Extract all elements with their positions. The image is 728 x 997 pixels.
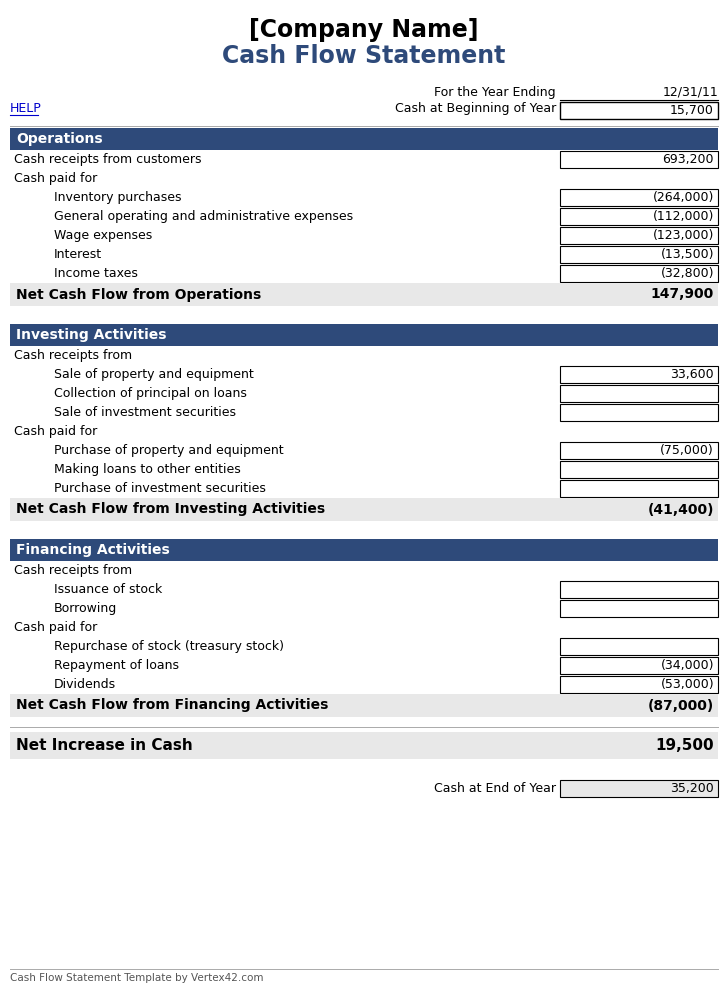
Text: 693,200: 693,200 bbox=[662, 153, 714, 166]
Text: 15,700: 15,700 bbox=[670, 105, 714, 118]
Bar bbox=[560, 461, 718, 478]
Text: Financing Activities: Financing Activities bbox=[16, 543, 170, 557]
Bar bbox=[10, 498, 718, 521]
Bar bbox=[10, 732, 718, 759]
Text: (34,000): (34,000) bbox=[660, 659, 714, 672]
Text: Cash paid for: Cash paid for bbox=[14, 172, 98, 185]
Text: [Company Name]: [Company Name] bbox=[249, 18, 479, 42]
Bar bbox=[10, 128, 718, 150]
Text: (112,000): (112,000) bbox=[652, 210, 714, 223]
Text: (32,800): (32,800) bbox=[660, 267, 714, 280]
Text: HELP: HELP bbox=[10, 102, 41, 115]
Bar bbox=[560, 366, 718, 383]
Text: Repurchase of stock (treasury stock): Repurchase of stock (treasury stock) bbox=[54, 640, 284, 653]
Bar bbox=[560, 657, 718, 674]
Text: Purchase of property and equipment: Purchase of property and equipment bbox=[54, 444, 284, 457]
Bar bbox=[560, 189, 718, 206]
Bar bbox=[560, 151, 718, 168]
Bar bbox=[10, 539, 718, 561]
Bar bbox=[560, 442, 718, 459]
Text: Inventory purchases: Inventory purchases bbox=[54, 191, 181, 204]
Text: (75,000): (75,000) bbox=[660, 444, 714, 457]
Text: 35,200: 35,200 bbox=[670, 782, 714, 795]
Bar bbox=[560, 780, 718, 797]
Text: Wage expenses: Wage expenses bbox=[54, 229, 152, 242]
Text: Net Increase in Cash: Net Increase in Cash bbox=[16, 738, 193, 753]
Bar bbox=[10, 694, 718, 717]
Bar bbox=[560, 638, 718, 655]
Text: Net Cash Flow from Investing Activities: Net Cash Flow from Investing Activities bbox=[16, 502, 325, 516]
Text: Cash Flow Statement: Cash Flow Statement bbox=[222, 44, 506, 68]
Text: Income taxes: Income taxes bbox=[54, 267, 138, 280]
Text: General operating and administrative expenses: General operating and administrative exp… bbox=[54, 210, 353, 223]
Text: Net Cash Flow from Financing Activities: Net Cash Flow from Financing Activities bbox=[16, 699, 328, 713]
Text: Net Cash Flow from Operations: Net Cash Flow from Operations bbox=[16, 287, 261, 301]
Text: Dividends: Dividends bbox=[54, 678, 116, 691]
Bar bbox=[560, 227, 718, 244]
Text: Sale of investment securities: Sale of investment securities bbox=[54, 406, 236, 419]
Text: 19,500: 19,500 bbox=[655, 738, 714, 753]
Bar bbox=[560, 404, 718, 421]
Text: Cash receipts from customers: Cash receipts from customers bbox=[14, 153, 202, 166]
Bar bbox=[560, 385, 718, 402]
Text: Collection of principal on loans: Collection of principal on loans bbox=[54, 387, 247, 400]
Text: Making loans to other entities: Making loans to other entities bbox=[54, 463, 241, 476]
Text: Investing Activities: Investing Activities bbox=[16, 328, 167, 342]
Text: For the Year Ending: For the Year Ending bbox=[435, 86, 556, 99]
Text: Sale of property and equipment: Sale of property and equipment bbox=[54, 368, 254, 381]
Text: Cash at End of Year: Cash at End of Year bbox=[434, 782, 556, 795]
Text: (123,000): (123,000) bbox=[652, 229, 714, 242]
Text: 12/31/11: 12/31/11 bbox=[662, 86, 718, 99]
Bar bbox=[560, 581, 718, 598]
Text: Cash paid for: Cash paid for bbox=[14, 621, 98, 634]
Text: Purchase of investment securities: Purchase of investment securities bbox=[54, 482, 266, 495]
Bar bbox=[10, 324, 718, 346]
Text: Operations: Operations bbox=[16, 132, 103, 146]
Text: 147,900: 147,900 bbox=[651, 287, 714, 301]
Text: Interest: Interest bbox=[54, 248, 102, 261]
Text: Borrowing: Borrowing bbox=[54, 602, 117, 615]
Text: Issuance of stock: Issuance of stock bbox=[54, 583, 162, 596]
Text: Cash receipts from: Cash receipts from bbox=[14, 564, 132, 577]
Text: Cash Flow Statement Template by Vertex42.com: Cash Flow Statement Template by Vertex42… bbox=[10, 973, 264, 983]
Bar bbox=[560, 102, 718, 119]
Text: (264,000): (264,000) bbox=[652, 191, 714, 204]
Bar bbox=[560, 265, 718, 282]
Bar bbox=[10, 283, 718, 306]
Text: Repayment of loans: Repayment of loans bbox=[54, 659, 179, 672]
Bar bbox=[560, 246, 718, 263]
Text: (87,000): (87,000) bbox=[648, 699, 714, 713]
Text: Cash paid for: Cash paid for bbox=[14, 425, 98, 438]
Text: (41,400): (41,400) bbox=[647, 502, 714, 516]
Text: Cash at Beginning of Year: Cash at Beginning of Year bbox=[395, 102, 556, 115]
Text: (53,000): (53,000) bbox=[660, 678, 714, 691]
Bar bbox=[560, 600, 718, 617]
Text: Cash receipts from: Cash receipts from bbox=[14, 349, 132, 362]
Bar bbox=[560, 676, 718, 693]
Bar bbox=[560, 480, 718, 497]
Bar bbox=[560, 208, 718, 225]
Text: (13,500): (13,500) bbox=[660, 248, 714, 261]
Text: 33,600: 33,600 bbox=[670, 368, 714, 381]
